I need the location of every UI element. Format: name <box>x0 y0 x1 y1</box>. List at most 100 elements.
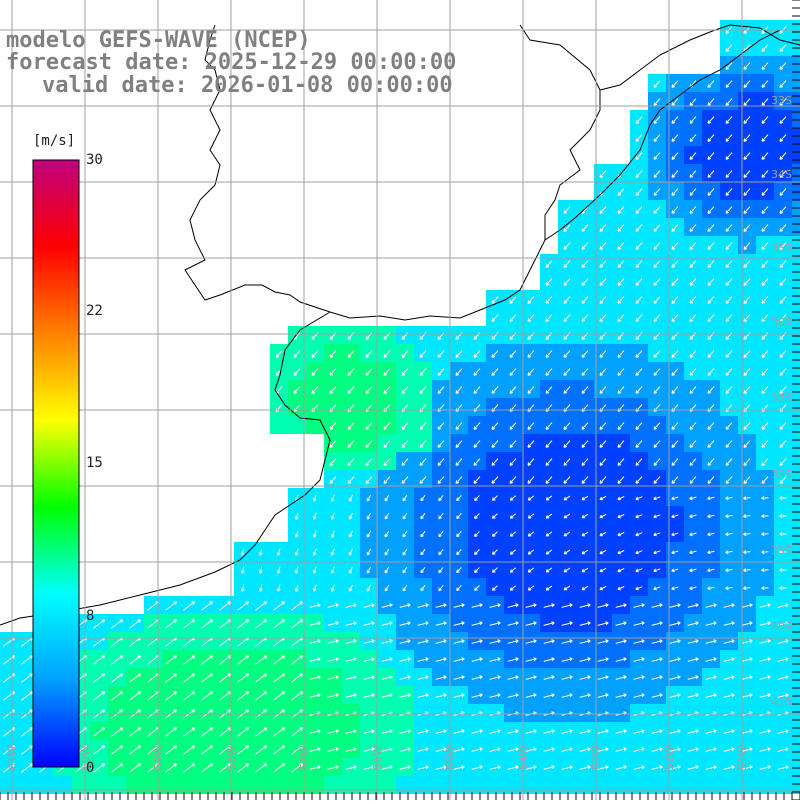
wind-arrow <box>384 530 390 538</box>
wind-arrow <box>437 440 445 448</box>
field-cell <box>504 488 522 506</box>
wind-arrow <box>689 550 697 555</box>
field-cell <box>774 704 792 722</box>
wind-arrow <box>255 655 268 665</box>
field-cell <box>252 596 270 614</box>
field-cell <box>612 614 630 632</box>
wind-arrow <box>689 368 697 376</box>
wind-arrow <box>687 657 699 662</box>
wind-arrow <box>527 440 535 448</box>
field-cell <box>360 326 378 344</box>
field-cell <box>522 470 540 488</box>
field-cell <box>558 344 576 362</box>
field-cell <box>648 704 666 722</box>
field-cell <box>486 452 504 470</box>
field-cell <box>576 704 594 722</box>
wind-arrow <box>438 494 444 502</box>
wind-arrow <box>365 458 373 466</box>
wind-arrow <box>635 296 643 304</box>
wind-arrow <box>255 763 268 773</box>
field-cell <box>612 272 630 290</box>
field-cell <box>576 344 594 362</box>
field-cell <box>414 506 432 524</box>
wind-arrow <box>777 693 789 698</box>
wind-arrow <box>525 657 537 662</box>
wind-arrow <box>309 747 321 752</box>
wind-arrow <box>707 368 715 376</box>
field-cell <box>486 596 504 614</box>
wind-arrow <box>633 657 645 662</box>
wind-arrow <box>543 639 555 644</box>
wind-arrow <box>743 260 751 268</box>
field-cell <box>612 326 630 344</box>
wind-arrow <box>617 586 625 591</box>
field-cell <box>648 272 666 290</box>
field-cell <box>486 488 504 506</box>
wind-arrow <box>435 621 447 626</box>
field-cell <box>720 434 738 452</box>
field-cell <box>648 614 666 632</box>
field-cell <box>666 110 684 128</box>
wind-arrow <box>399 657 411 662</box>
field-cell <box>198 740 216 758</box>
field-cell <box>468 776 486 794</box>
wind-arrow <box>237 619 250 629</box>
wind-arrow <box>633 675 645 680</box>
wind-arrow <box>489 621 501 626</box>
field-cell <box>414 578 432 596</box>
wind-arrow <box>777 747 789 752</box>
wind-arrow <box>743 368 751 376</box>
wind-arrow <box>347 350 355 358</box>
wind-arrow <box>581 549 589 555</box>
field-cell <box>270 722 288 740</box>
field-cell <box>486 470 504 488</box>
field-cell <box>396 452 414 470</box>
field-cell <box>738 524 756 542</box>
field-cell <box>522 560 540 578</box>
field-cell <box>720 272 738 290</box>
field-cell <box>576 686 594 704</box>
field-cell <box>774 488 792 506</box>
field-cell <box>648 308 666 326</box>
field-cell <box>648 506 666 524</box>
field-cell <box>90 704 108 722</box>
wind-arrow <box>204 584 209 592</box>
wind-arrow <box>689 170 697 178</box>
lon-label: 57W <box>298 745 311 770</box>
wind-arrow <box>545 422 553 430</box>
wind-arrow <box>581 585 589 591</box>
field-cell <box>702 200 720 218</box>
wind-arrow <box>509 278 517 286</box>
field-cell <box>270 416 288 434</box>
wind-arrow <box>507 747 519 752</box>
wind-arrow <box>330 584 335 592</box>
wind-arrow <box>21 745 34 755</box>
field-cell <box>450 452 468 470</box>
wind-arrow <box>363 765 375 770</box>
wind-arrow <box>383 476 391 484</box>
field-cell <box>360 452 378 470</box>
field-cell <box>774 614 792 632</box>
field-cell <box>774 596 792 614</box>
field-cell <box>342 758 360 776</box>
field-cell <box>558 254 576 272</box>
field-cell <box>432 560 450 578</box>
wind-arrow <box>381 693 393 698</box>
wind-arrow <box>365 368 373 376</box>
field-cell <box>504 452 522 470</box>
field-cell <box>630 470 648 488</box>
wind-arrow <box>779 586 787 591</box>
wind-arrow <box>759 621 771 626</box>
field-cell <box>378 542 396 560</box>
field-cell <box>738 200 756 218</box>
field-cell <box>792 470 800 488</box>
field-cell <box>126 614 144 632</box>
field-cell <box>558 380 576 398</box>
field-cell <box>720 74 738 92</box>
field-cell <box>252 758 270 776</box>
field-cell <box>504 398 522 416</box>
field-cell <box>450 668 468 686</box>
wind-arrow <box>401 350 409 358</box>
field-cell <box>504 668 522 686</box>
wind-arrow <box>687 621 699 626</box>
